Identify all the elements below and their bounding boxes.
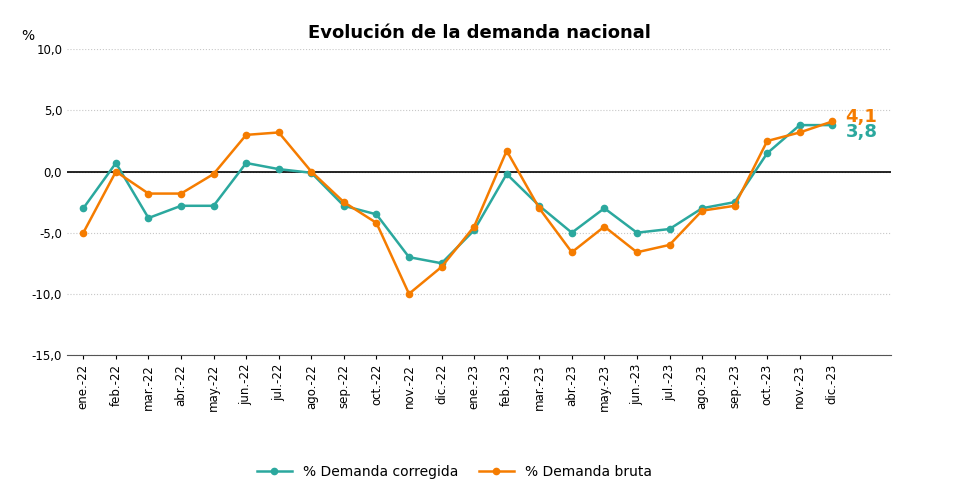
% Demanda bruta xyxy=(436,264,447,270)
% Demanda corregida xyxy=(143,215,154,221)
% Demanda bruta xyxy=(468,224,480,230)
% Demanda corregida xyxy=(240,160,252,166)
% Demanda corregida xyxy=(110,160,122,166)
% Demanda bruta xyxy=(696,208,708,213)
% Demanda corregida xyxy=(78,205,89,211)
% Demanda corregida xyxy=(631,230,643,236)
% Demanda corregida xyxy=(338,203,350,209)
% Demanda corregida xyxy=(762,150,773,156)
% Demanda bruta xyxy=(371,220,382,226)
Line: % Demanda corregida: % Demanda corregida xyxy=(80,122,835,266)
% Demanda corregida xyxy=(436,260,447,266)
% Demanda corregida xyxy=(664,226,675,232)
% Demanda corregida xyxy=(371,211,382,217)
% Demanda corregida xyxy=(175,203,187,209)
% Demanda bruta xyxy=(762,138,773,144)
Text: 3,8: 3,8 xyxy=(845,123,878,141)
% Demanda corregida xyxy=(403,254,415,260)
% Demanda bruta xyxy=(78,230,89,236)
% Demanda bruta xyxy=(175,191,187,197)
% Demanda bruta xyxy=(827,118,838,124)
% Demanda bruta xyxy=(208,171,219,177)
% Demanda bruta xyxy=(729,203,741,209)
Legend: % Demanda corregida, % Demanda bruta: % Demanda corregida, % Demanda bruta xyxy=(251,459,657,485)
% Demanda bruta xyxy=(273,130,285,136)
% Demanda bruta xyxy=(534,205,545,211)
% Demanda corregida xyxy=(208,203,219,209)
% Demanda corregida xyxy=(599,205,610,211)
% Demanda corregida xyxy=(729,199,741,205)
% Demanda bruta xyxy=(664,242,675,248)
% Demanda corregida xyxy=(794,122,806,128)
% Demanda corregida xyxy=(501,171,513,177)
% Demanda bruta xyxy=(338,199,350,205)
% Demanda corregida xyxy=(534,203,545,209)
% Demanda corregida xyxy=(566,230,578,236)
% Demanda bruta xyxy=(599,224,610,230)
% Demanda bruta xyxy=(306,169,317,175)
% Demanda bruta xyxy=(794,130,806,136)
% Demanda bruta xyxy=(240,132,252,138)
% Demanda bruta xyxy=(566,249,578,255)
% Demanda bruta xyxy=(403,291,415,297)
% Demanda bruta xyxy=(143,191,154,197)
Title: Evolución de la demanda nacional: Evolución de la demanda nacional xyxy=(308,24,650,42)
Line: % Demanda bruta: % Demanda bruta xyxy=(80,118,835,297)
% Demanda corregida xyxy=(468,227,480,233)
% Demanda corregida xyxy=(827,122,838,128)
% Demanda corregida xyxy=(306,170,317,176)
Text: %: % xyxy=(22,29,34,43)
% Demanda bruta xyxy=(110,169,122,175)
% Demanda corregida xyxy=(696,205,708,211)
% Demanda corregida xyxy=(273,166,285,172)
% Demanda bruta xyxy=(631,249,643,255)
Text: 4,1: 4,1 xyxy=(845,107,878,126)
% Demanda bruta xyxy=(501,148,513,154)
